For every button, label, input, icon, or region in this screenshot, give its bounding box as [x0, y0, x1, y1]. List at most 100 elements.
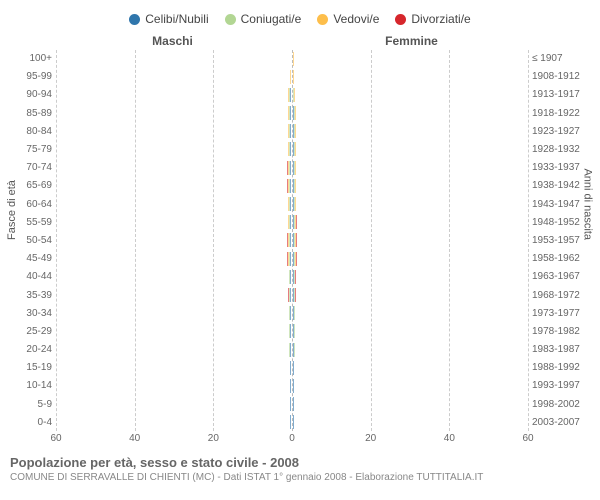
x-tick: 60: [522, 433, 533, 444]
seg-divorziati: [295, 270, 296, 284]
population-pyramid: Fasce di età Anni di nascita 100+≤ 19079…: [16, 50, 584, 432]
seg-celibi: [290, 88, 291, 102]
male-side: [56, 304, 291, 322]
birth-year-label: 1953-1957: [528, 235, 584, 246]
male-side: [56, 104, 291, 122]
pyramid-row: 15-191988-1992: [16, 359, 584, 377]
birth-year-label: 1908-1912: [528, 71, 584, 82]
legend-item-coniugati: Coniugati/e: [225, 12, 302, 26]
legend-item-vedovi: Vedovi/e: [317, 12, 379, 26]
birth-year-label: 1993-1997: [528, 380, 584, 391]
header-male: Maschi: [56, 34, 289, 48]
seg-vedovi: [295, 106, 296, 120]
female-side: [293, 322, 528, 340]
pyramid-row: 25-291978-1982: [16, 322, 584, 340]
seg-vedovi: [294, 88, 295, 102]
female-side: [293, 104, 528, 122]
age-label: 90-94: [16, 89, 56, 100]
seg-celibi: [290, 270, 291, 284]
female-side: [293, 140, 528, 158]
male-side: [56, 322, 291, 340]
x-tick: 20: [365, 433, 376, 444]
seg-celibi: [290, 215, 291, 229]
seg-vedovi: [293, 52, 294, 66]
seg-celibi: [290, 142, 291, 156]
male-side: [56, 231, 291, 249]
seg-celibi: [290, 379, 291, 393]
female-side: [293, 268, 528, 286]
pyramid-row: 60-641943-1947: [16, 195, 584, 213]
seg-celibi: [290, 197, 291, 211]
legend-swatch: [129, 14, 140, 25]
age-label: 30-34: [16, 308, 56, 319]
pyramid-row: 35-391968-1972: [16, 286, 584, 304]
x-tick: 40: [129, 433, 140, 444]
header-female: Femmine: [295, 34, 528, 48]
pyramid-row: 0-42003-2007: [16, 413, 584, 431]
birth-year-label: 1973-1977: [528, 308, 584, 319]
pyramid-row: 70-74 1933-1937: [16, 159, 584, 177]
seg-celibi: [290, 161, 291, 175]
age-label: 25-29: [16, 326, 56, 337]
birth-year-label: 1948-1952: [528, 217, 584, 228]
seg-celibi: [290, 397, 291, 411]
age-label: 95-99: [16, 71, 56, 82]
male-side: [56, 140, 291, 158]
seg-celibi: [290, 361, 291, 375]
seg-vedovi: [295, 142, 296, 156]
seg-celibi: [290, 106, 291, 120]
seg-celibi: [293, 379, 294, 393]
female-side: [293, 86, 528, 104]
female-side: [293, 122, 528, 140]
legend-label: Divorziati/e: [411, 12, 470, 26]
birth-year-label: 1998-2002: [528, 399, 584, 410]
seg-coniugati: [294, 306, 295, 320]
pyramid-row: 95-99 1908-1912: [16, 68, 584, 86]
legend-label: Coniugati/e: [241, 12, 302, 26]
age-label: 0-4: [16, 417, 56, 428]
legend-swatch: [225, 14, 236, 25]
birth-year-label: 1913-1917: [528, 89, 584, 100]
pyramid-row: 85-891918-1922: [16, 104, 584, 122]
birth-year-label: 1933-1937: [528, 162, 584, 173]
seg-celibi: [290, 179, 291, 193]
seg-coniugati: [294, 324, 295, 338]
seg-vedovi: [295, 197, 296, 211]
seg-vedovi: [290, 70, 291, 84]
female-side: [293, 231, 528, 249]
age-label: 45-49: [16, 253, 56, 264]
legend-label: Celibi/Nubili: [145, 12, 208, 26]
age-label: 70-74: [16, 162, 56, 173]
female-side: [293, 286, 528, 304]
age-label: 55-59: [16, 217, 56, 228]
seg-divorziati: [296, 252, 297, 266]
male-side: [56, 268, 291, 286]
seg-celibi: [290, 415, 291, 429]
age-label: 20-24: [16, 344, 56, 355]
legend-item-celibi: Celibi/Nubili: [129, 12, 208, 26]
age-label: 10-14: [16, 380, 56, 391]
male-side: [56, 68, 291, 86]
yaxis-right-title: Anni di nascita: [582, 169, 594, 241]
pyramid-row: 80-841923-1927: [16, 122, 584, 140]
age-label: 100+: [16, 53, 56, 64]
pyramid-row: 40-441963-1967: [16, 268, 584, 286]
female-side: [293, 341, 528, 359]
age-label: 5-9: [16, 399, 56, 410]
male-side: [56, 177, 291, 195]
age-label: 75-79: [16, 144, 56, 155]
female-side: [293, 359, 528, 377]
x-tick: 60: [50, 433, 61, 444]
seg-coniugati: [294, 343, 295, 357]
birth-year-label: 1943-1947: [528, 199, 584, 210]
seg-vedovi: [293, 70, 294, 84]
x-tick: 40: [444, 433, 455, 444]
pyramid-row: 55-59 1948-1952: [16, 213, 584, 231]
birth-year-label: 1988-1992: [528, 362, 584, 373]
age-label: 40-44: [16, 271, 56, 282]
female-side: [293, 159, 528, 177]
pyramid-row: 65-691938-1942: [16, 177, 584, 195]
female-side: [293, 377, 528, 395]
male-side: [56, 122, 291, 140]
x-axis: 6040200204060: [16, 433, 584, 447]
